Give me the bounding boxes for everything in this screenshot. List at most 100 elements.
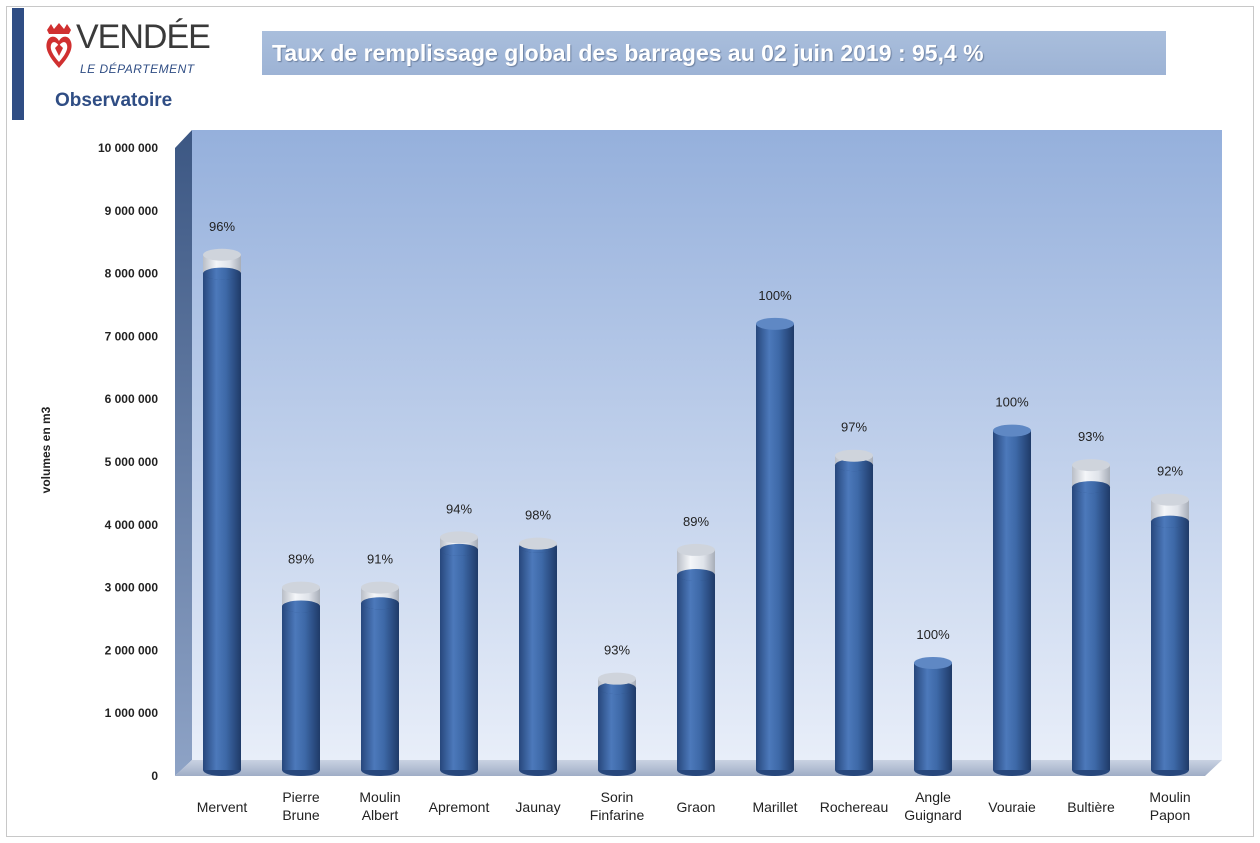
y-tick-label: 0 [151,769,158,783]
bars [203,248,1189,776]
bar-fill-line [440,543,478,556]
logo-name: VENDÉE [76,18,211,56]
bar-fill-line [677,569,715,582]
data-label: 92% [1157,464,1183,479]
bar-top [677,543,715,556]
bar-top [440,531,478,544]
bar [756,317,794,776]
bar-fill-line [1151,515,1189,528]
y-axis-label: volumes en m3 [39,406,53,493]
data-labels: 96% 89% 91% 94% 98% 93% 89% 100% 97% 100% 100% 93% 9… [209,219,1183,658]
data-label: 89% [683,514,709,529]
bar-top [914,656,952,669]
bar [203,248,241,776]
y-tick-label: 6 000 000 [105,392,159,406]
bar [598,672,636,776]
bar-top [1151,493,1189,506]
bar [1151,493,1189,776]
bar-filled [993,430,1031,770]
bar-filled [519,546,557,770]
section-label: Observatoire [55,90,173,111]
x-axis-categories: Mervent Pierre Brune Moulin Albert Apremont Ja… [197,789,1191,823]
bar [835,449,873,776]
x-tick-label: Vouraie [988,799,1036,815]
brand-bar [12,8,24,120]
bar-empty [1151,499,1189,522]
y-tick-label: 2 000 000 [105,643,159,657]
bar-filled [203,273,241,770]
bar-filled [282,606,320,770]
bar-fill-line [1072,481,1110,494]
bar [519,537,557,776]
bar-top [598,672,636,685]
bar-fill-line [598,682,636,695]
bar-filled [361,603,399,770]
bar [282,581,320,776]
y-tick-label: 7 000 000 [105,329,159,343]
x-tick-label: Moulin Albert [359,789,400,823]
bar-top [835,449,873,462]
chart-side-wall [175,130,192,776]
data-label: 100% [995,395,1029,410]
y-tick-label: 1 000 000 [105,706,159,720]
x-tick-label: Sorin Finfarine [590,789,645,823]
bar-filled [914,662,952,770]
data-label: 100% [758,288,792,303]
x-tick-label: Graon [677,799,716,815]
heart-crown-icon [46,23,72,68]
y-tick-label: 8 000 000 [105,267,159,281]
bar [361,581,399,776]
bar-filled [677,575,715,770]
bar-filled [440,549,478,770]
x-tick-label: Marillet [752,799,797,815]
bar-fill-line [203,267,241,280]
bar-top [519,537,557,550]
bar-filled [598,688,636,770]
bar-filled [835,465,873,770]
chart-frame [6,6,1254,837]
data-label: 94% [446,501,472,516]
x-tick-label: Apremont [429,799,490,815]
bar-empty [1072,465,1110,488]
data-label: 89% [288,552,314,567]
bar [914,656,952,776]
data-label: 97% [841,420,867,435]
bar-top [282,581,320,594]
bar-filled [756,323,794,770]
y-tick-label: 9 000 000 [105,204,159,218]
bar-fill-line [282,600,320,613]
x-tick-label: Pierre Brune [282,789,320,823]
bar [993,424,1031,776]
bar-top [756,317,794,330]
vendee-logo: VENDÉE LE DÉPARTEMENT [44,16,214,106]
chart-title: Taux de remplissage global des barrages … [262,31,1166,75]
x-tick-label: Angle Guignard [904,789,962,823]
data-label: 93% [1078,429,1104,444]
bar-filled [1072,487,1110,770]
x-tick-label: Jaunay [515,799,560,815]
data-label: 98% [525,508,551,523]
bar [440,531,478,776]
bar-fill-line [361,597,399,610]
bar [677,543,715,776]
x-tick-label: Bultière [1067,799,1115,815]
bar-top [993,424,1031,437]
y-tick-label: 10 000 000 [98,141,158,155]
x-tick-label: Rochereau [820,799,889,815]
data-label: 91% [367,552,393,567]
y-tick-label: 3 000 000 [105,581,159,595]
x-tick-label: Mervent [197,799,248,815]
bar-top [203,248,241,261]
y-tick-label: 5 000 000 [105,455,159,469]
data-label: 93% [604,643,630,658]
bar-filled [1151,521,1189,770]
bar-top [361,581,399,594]
bar [1072,459,1110,776]
y-tick-label: 4 000 000 [105,518,159,532]
logo-subtitle: LE DÉPARTEMENT [80,62,195,76]
data-label: 100% [916,627,950,642]
data-label: 96% [209,219,235,234]
bar-fill-line [835,459,873,472]
x-tick-label: Moulin Papon [1149,789,1190,823]
